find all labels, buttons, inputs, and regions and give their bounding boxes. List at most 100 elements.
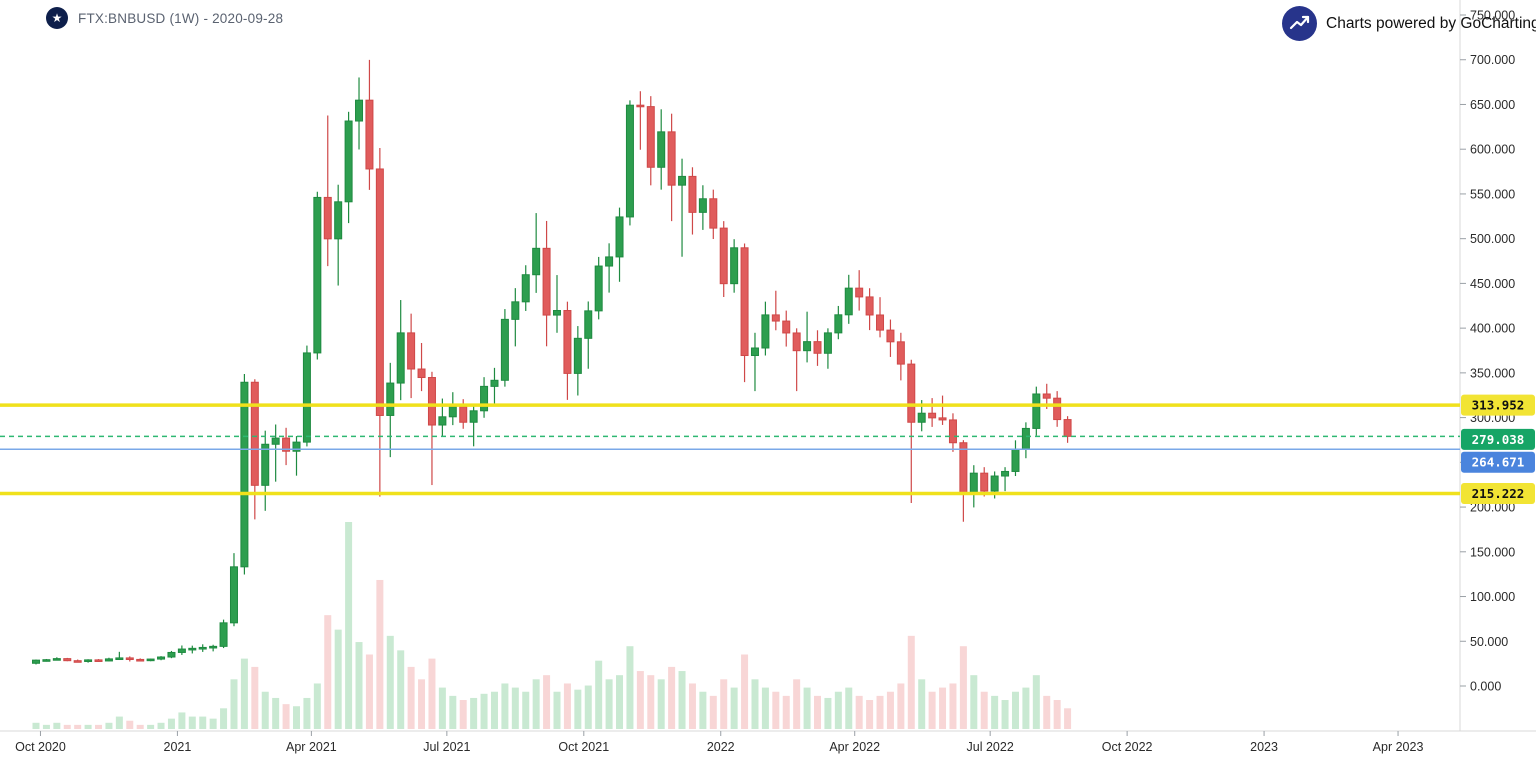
x-tick-label: Apr 2022 [829, 740, 880, 754]
volume-bar [63, 724, 71, 729]
candle [761, 301, 770, 356]
candle [948, 413, 957, 452]
candle [198, 644, 207, 652]
candle [980, 467, 989, 497]
volume-bar [240, 658, 248, 729]
candle [667, 113, 676, 222]
candle [125, 656, 134, 662]
volume-bar [720, 679, 728, 729]
volume-bar [636, 671, 644, 729]
volume-bar [647, 675, 655, 729]
y-tick-label: 150.000 [1470, 545, 1515, 559]
volume-bar [1001, 700, 1009, 729]
volume-bar [178, 712, 186, 729]
price-tag[interactable] [1461, 428, 1535, 450]
candle [678, 158, 687, 257]
candle [302, 345, 311, 447]
y-tick-label: 550.000 [1470, 187, 1515, 201]
volume-bar [397, 650, 405, 729]
volume-bar [1032, 675, 1040, 729]
candle [615, 207, 624, 282]
candle [490, 367, 499, 404]
candle [1032, 386, 1041, 436]
volume-bar [407, 666, 415, 729]
candle [823, 328, 832, 369]
volume-bar [459, 700, 467, 729]
alert-price-line[interactable]: 264.671 [0, 448, 1535, 473]
volume-bar [751, 679, 759, 729]
volume-bar [772, 691, 780, 729]
powered-by-badge[interactable]: Charts powered by GoCharting [1282, 6, 1536, 41]
candle [84, 659, 93, 663]
candle [959, 440, 968, 522]
candle [42, 658, 51, 662]
candle [844, 274, 853, 324]
candle [219, 619, 228, 649]
volume-bar [199, 716, 207, 729]
candle [157, 656, 166, 661]
volume-bar [95, 724, 103, 729]
volume-bars [32, 522, 1072, 729]
y-axis-price-scale[interactable]: 0.00050.000100.000150.000200.000250.0003… [1460, 9, 1515, 694]
candle [407, 313, 416, 399]
axis-frame [0, 0, 1536, 732]
price-tag[interactable] [1461, 394, 1535, 416]
price-tag[interactable] [1461, 451, 1535, 473]
candle [865, 288, 874, 331]
candle [63, 657, 72, 662]
volume-bar [699, 691, 707, 729]
y-tick-label: 200.000 [1470, 501, 1515, 515]
volume-bar [876, 695, 884, 729]
volume-bar [365, 654, 373, 729]
volume-bar [605, 679, 613, 729]
resistance-price-line[interactable]: 313.952 [0, 394, 1535, 416]
volume-bar [543, 675, 551, 729]
star-logo-icon[interactable]: ★ [46, 7, 68, 29]
volume-bar [928, 691, 936, 729]
volume-bar [1022, 687, 1030, 729]
candle [938, 395, 947, 425]
volume-bar [907, 635, 915, 729]
candle [771, 290, 780, 331]
volume-bar [438, 687, 446, 729]
candle [146, 658, 155, 662]
price-tag-label: 313.952 [1472, 398, 1525, 413]
volume-bar [855, 695, 863, 729]
price-tag[interactable] [1461, 482, 1535, 504]
candle [740, 243, 749, 383]
volume-bar [709, 695, 717, 729]
candle [188, 645, 197, 654]
candle [709, 189, 718, 240]
symbol-header: ★ FTX:BNBUSD (1W) - 2020-09-28 [46, 7, 283, 29]
volume-bar [553, 691, 561, 729]
candle [969, 465, 978, 508]
candle [803, 311, 812, 363]
candle [355, 77, 364, 150]
y-tick-label: 600.000 [1470, 143, 1515, 157]
volume-bar [220, 708, 228, 729]
candle [229, 553, 238, 627]
candle [532, 213, 541, 293]
trending-up-icon [1282, 6, 1317, 41]
support-price-line[interactable]: 215.222 [0, 482, 1535, 504]
candle [511, 288, 520, 347]
candles [32, 59, 1072, 665]
volume-bar [428, 658, 436, 729]
volume-bar [157, 722, 165, 729]
symbol-title: FTX:BNBUSD (1W) - 2020-09-28 [78, 10, 284, 26]
candle [813, 330, 822, 366]
candle [469, 406, 478, 447]
candle [792, 328, 801, 392]
y-tick-label: 0.000 [1470, 680, 1501, 694]
y-tick-label: 50.000 [1470, 635, 1508, 649]
x-axis-time-scale[interactable]: Oct 2020 2021 Apr 2021 Jul 2021 Oct 2021 2022… [15, 731, 1423, 754]
candle [907, 359, 916, 503]
volume-bar [678, 671, 686, 729]
volume-bar [501, 683, 509, 729]
candle [657, 109, 666, 190]
candle [32, 659, 40, 665]
volume-bar [167, 718, 175, 729]
volume-bar [188, 716, 196, 729]
last-price-line[interactable]: 279.038 [0, 428, 1535, 450]
